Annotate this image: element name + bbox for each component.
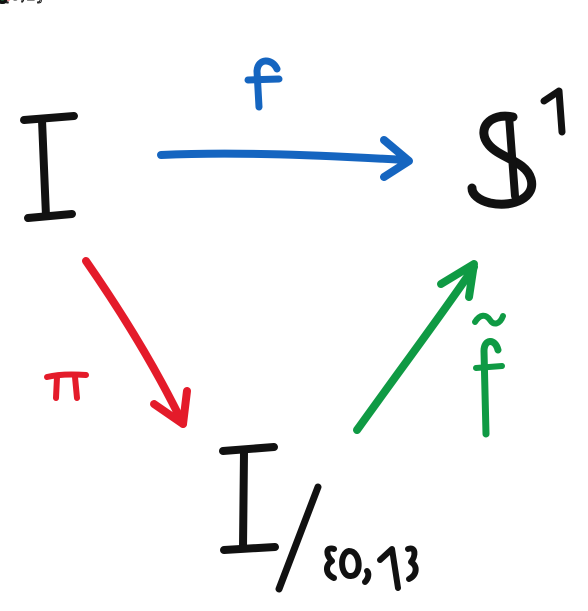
arrow-f-tilde: f̃: [0, 0, 506, 438]
node-top-right-label: S: [0, 0, 10, 4]
node-top-left-I: I: [0, 0, 78, 222]
arrow-f-label: f: [0, 0, 6, 4]
arrow-f-tilde-label: f̃: [0, 0, 7, 4]
node-bottom-subscript: {0,1}: [0, 0, 46, 4]
arrow-pi: π: [0, 0, 191, 428]
arrow-pi-label: π: [0, 0, 10, 4]
node-bottom-quotient: I {0,1}: [0, 0, 419, 593]
node-top-right-S1: S 1: [0, 0, 566, 209]
node-top-right-superscript: 1: [0, 0, 10, 4]
arrow-f: f: [0, 0, 413, 181]
node-bottom-label: I: [0, 0, 5, 4]
